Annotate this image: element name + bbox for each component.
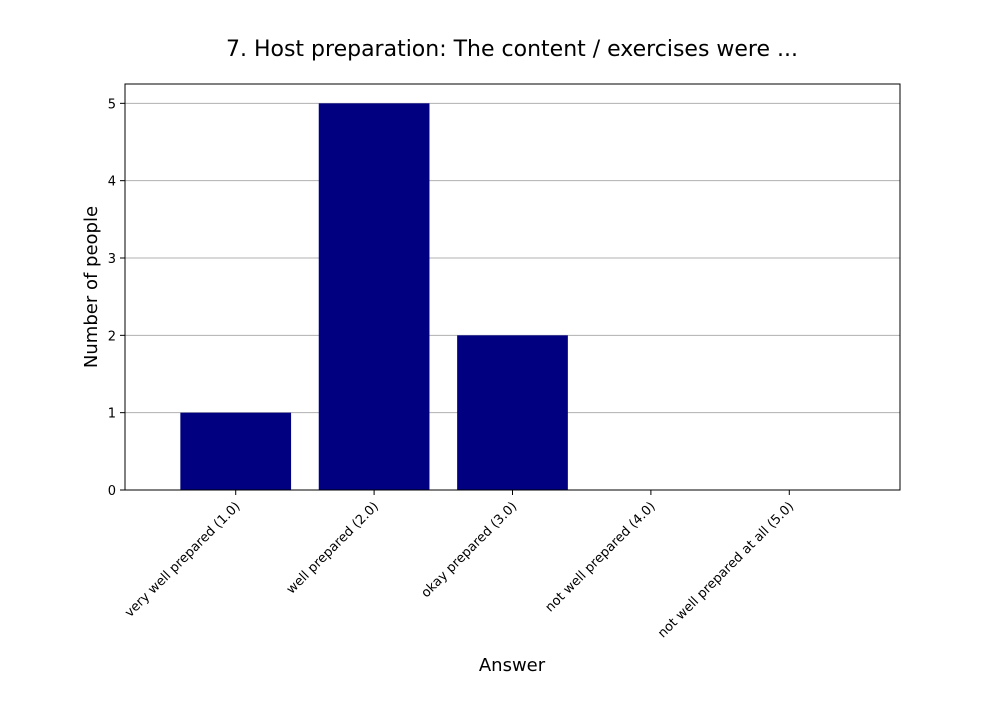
y-axis-label: Number of people xyxy=(81,206,102,368)
x-axis-ticks: very well prepared (1.0) well prepared (2… xyxy=(122,490,797,641)
x-tick-label: very well prepared (1.0) xyxy=(122,499,243,620)
bars xyxy=(180,103,568,490)
x-tick-label: well prepared (2.0) xyxy=(284,499,382,597)
chart-title: 7. Host preparation: The content / exerc… xyxy=(226,37,798,62)
x-tick-label: not well prepared (4.0) xyxy=(543,499,659,615)
y-tick-label: 3 xyxy=(108,252,116,267)
y-tick-label: 1 xyxy=(108,407,116,422)
y-axis-ticks: 0 1 2 3 4 5 xyxy=(108,97,125,499)
bar xyxy=(180,412,292,490)
gridlines xyxy=(125,102,900,414)
y-tick-label: 4 xyxy=(108,175,116,190)
x-axis-label: Answer xyxy=(479,655,546,676)
bar xyxy=(318,103,430,490)
y-tick-label: 5 xyxy=(108,97,116,112)
x-tick-label: okay prepared (3.0) xyxy=(419,499,521,601)
y-tick-label: 2 xyxy=(108,329,116,344)
y-tick-label: 0 xyxy=(108,484,116,499)
bar xyxy=(457,335,568,490)
x-tick-label: not well prepared at all (5.0) xyxy=(655,499,797,641)
